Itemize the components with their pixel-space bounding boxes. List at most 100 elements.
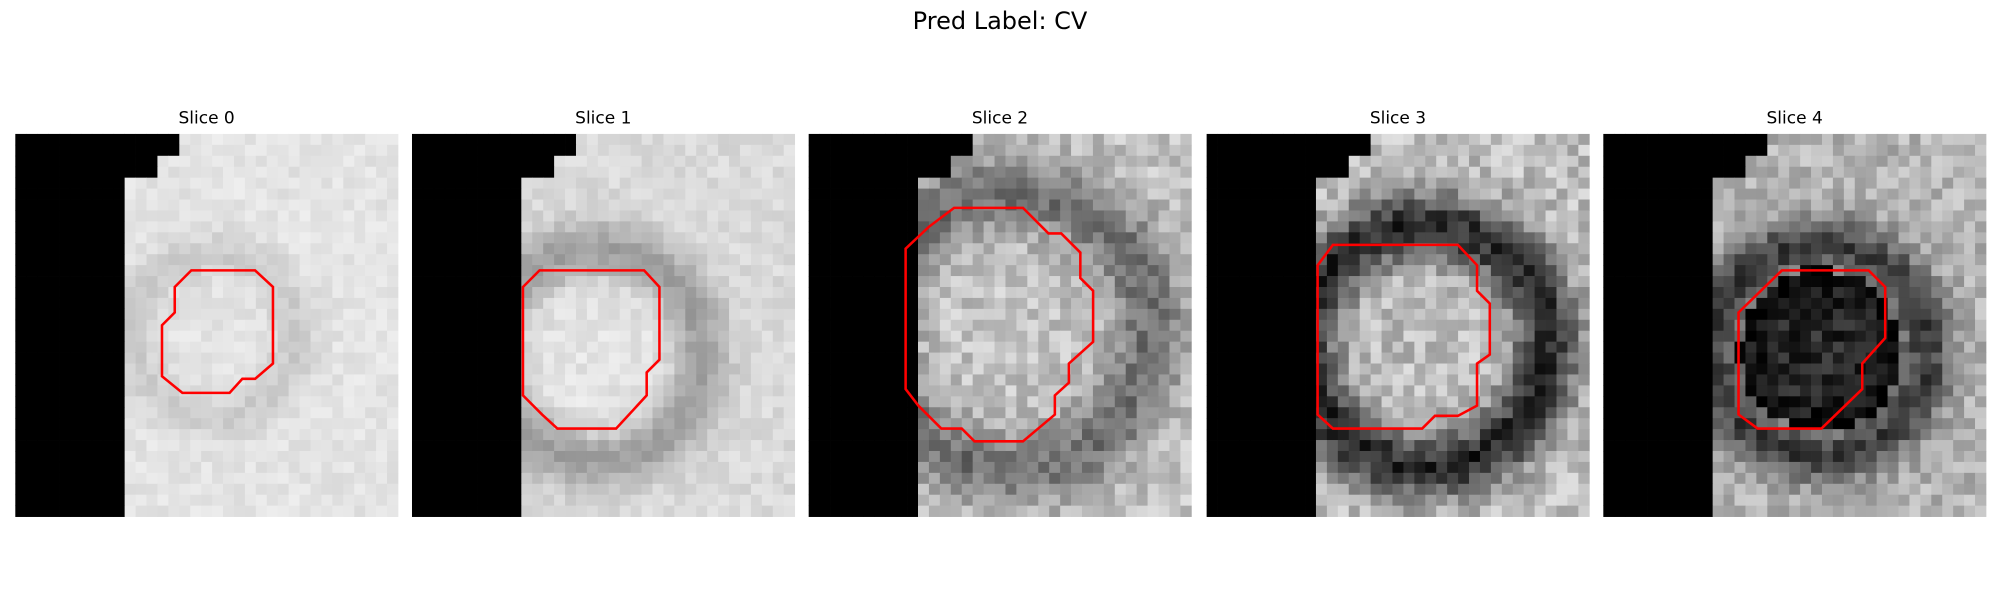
pixel	[1315, 133, 1328, 146]
pixel	[652, 429, 664, 441]
pixel	[1953, 144, 1965, 157]
pixel	[146, 341, 158, 353]
pixel	[255, 330, 268, 343]
pixel	[543, 232, 555, 244]
pixel	[321, 155, 333, 168]
pixel	[59, 276, 71, 288]
pixel	[466, 243, 478, 255]
pixel	[422, 221, 435, 233]
pixel	[1147, 276, 1159, 288]
pixel	[1348, 297, 1361, 310]
pixel	[1315, 385, 1328, 397]
pixel	[1534, 254, 1546, 266]
pixel	[896, 450, 908, 463]
pixel	[288, 407, 300, 419]
pixel	[928, 210, 941, 222]
pixel	[1447, 221, 1459, 233]
pixel	[750, 396, 763, 408]
pixel	[532, 483, 544, 496]
pixel	[750, 505, 763, 517]
pixel	[939, 199, 952, 211]
pixel	[1027, 276, 1039, 288]
pixel	[1425, 483, 1437, 496]
pixel	[852, 297, 864, 310]
pixel	[1228, 297, 1240, 310]
pixel	[1228, 505, 1240, 517]
pixel	[1081, 210, 1094, 222]
pixel	[718, 352, 730, 364]
pixel	[201, 210, 213, 222]
pixel	[783, 177, 796, 189]
pixel	[1534, 308, 1546, 321]
pixel	[652, 505, 664, 517]
pixel	[91, 483, 104, 496]
pixel	[1147, 385, 1159, 397]
pixel	[907, 363, 919, 375]
pixel	[630, 199, 642, 211]
pixel	[80, 232, 93, 244]
pixel	[1049, 254, 1061, 266]
pixel	[521, 308, 533, 321]
pixel	[1392, 407, 1404, 419]
pixel	[1567, 199, 1579, 211]
pixel	[510, 199, 522, 211]
pixel	[1158, 188, 1170, 200]
pixel	[1556, 483, 1568, 496]
pixel	[387, 308, 399, 321]
pixel	[1381, 461, 1393, 474]
pixel	[499, 286, 511, 299]
pixel	[135, 210, 147, 222]
pixel	[444, 385, 457, 397]
pixel	[255, 155, 268, 168]
pixel	[1381, 440, 1393, 452]
pixel	[696, 418, 708, 430]
pixel	[532, 418, 544, 430]
pixel	[510, 133, 522, 146]
pixel	[772, 144, 785, 157]
pixel	[477, 418, 489, 430]
pixel	[685, 276, 697, 288]
pixel	[1049, 341, 1061, 353]
pixel	[1821, 144, 1834, 157]
pixel	[488, 418, 500, 430]
pixel	[1425, 450, 1437, 463]
pixel	[532, 450, 544, 463]
pixel	[819, 494, 831, 507]
pixel	[1436, 286, 1448, 299]
pixel	[1239, 308, 1251, 321]
pixel	[179, 243, 191, 255]
pixel	[707, 232, 719, 244]
pixel	[444, 363, 457, 375]
pixel	[69, 483, 82, 496]
pixel	[1337, 210, 1350, 222]
pixel	[310, 188, 322, 200]
pixel	[521, 210, 533, 222]
pixel	[1469, 276, 1481, 288]
pixel	[685, 297, 697, 310]
pixel	[750, 210, 763, 222]
pixel	[146, 429, 158, 441]
pixel	[190, 254, 202, 266]
pixel	[1425, 210, 1437, 222]
pixel	[885, 352, 897, 364]
pixel	[310, 374, 322, 386]
pixel	[961, 221, 974, 233]
pixel	[1294, 494, 1306, 507]
pixel	[928, 341, 941, 353]
pixel	[69, 144, 82, 157]
pixel	[1239, 363, 1251, 375]
pixel	[201, 177, 213, 189]
pixel	[422, 155, 435, 168]
pixel	[124, 177, 136, 189]
pixel	[939, 363, 952, 375]
pixel	[1158, 286, 1170, 299]
pixel	[1038, 461, 1050, 474]
pixel	[223, 276, 235, 288]
pixel	[1425, 254, 1437, 266]
pixel	[1125, 418, 1138, 430]
pixel	[1436, 363, 1448, 375]
pixel	[433, 450, 446, 463]
pixel	[1326, 450, 1339, 463]
pixel	[1136, 232, 1148, 244]
pixel	[1315, 330, 1328, 343]
